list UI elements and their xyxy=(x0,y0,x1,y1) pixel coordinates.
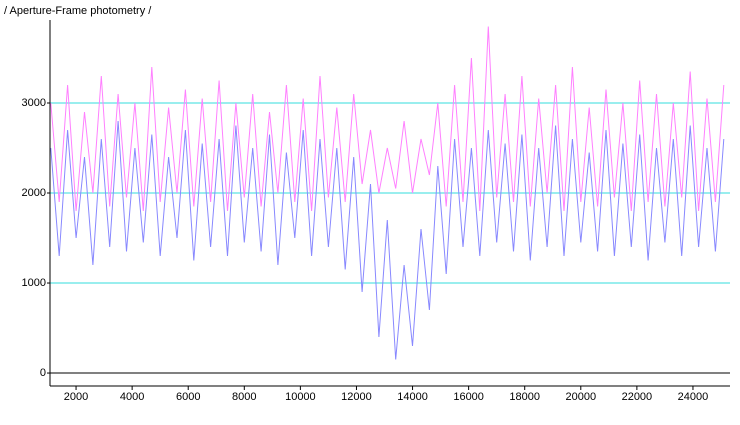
y-tick-label: 0 xyxy=(40,367,46,379)
x-tick-label: 22000 xyxy=(622,391,653,403)
series-line xyxy=(50,26,725,212)
y-tick-label: 1000 xyxy=(22,277,46,289)
x-tick-label: 18000 xyxy=(509,391,540,403)
x-tick-label: 16000 xyxy=(453,391,484,403)
x-tick-label: 8000 xyxy=(232,391,256,403)
chart-title: / Aperture-Frame photometry / xyxy=(4,5,152,17)
y-tick-label: 2000 xyxy=(22,187,46,199)
x-tick-label: 24000 xyxy=(678,391,709,403)
series-line xyxy=(50,120,725,360)
x-tick-label: 10000 xyxy=(285,391,316,403)
x-tick-label: 6000 xyxy=(176,391,200,403)
y-tick-label: 3000 xyxy=(22,97,46,109)
x-tick-label: 12000 xyxy=(341,391,372,403)
x-tick-label: 2000 xyxy=(64,391,88,403)
x-tick-label: 20000 xyxy=(565,391,596,403)
x-tick-label: 4000 xyxy=(120,391,144,403)
x-tick-label: 14000 xyxy=(397,391,428,403)
